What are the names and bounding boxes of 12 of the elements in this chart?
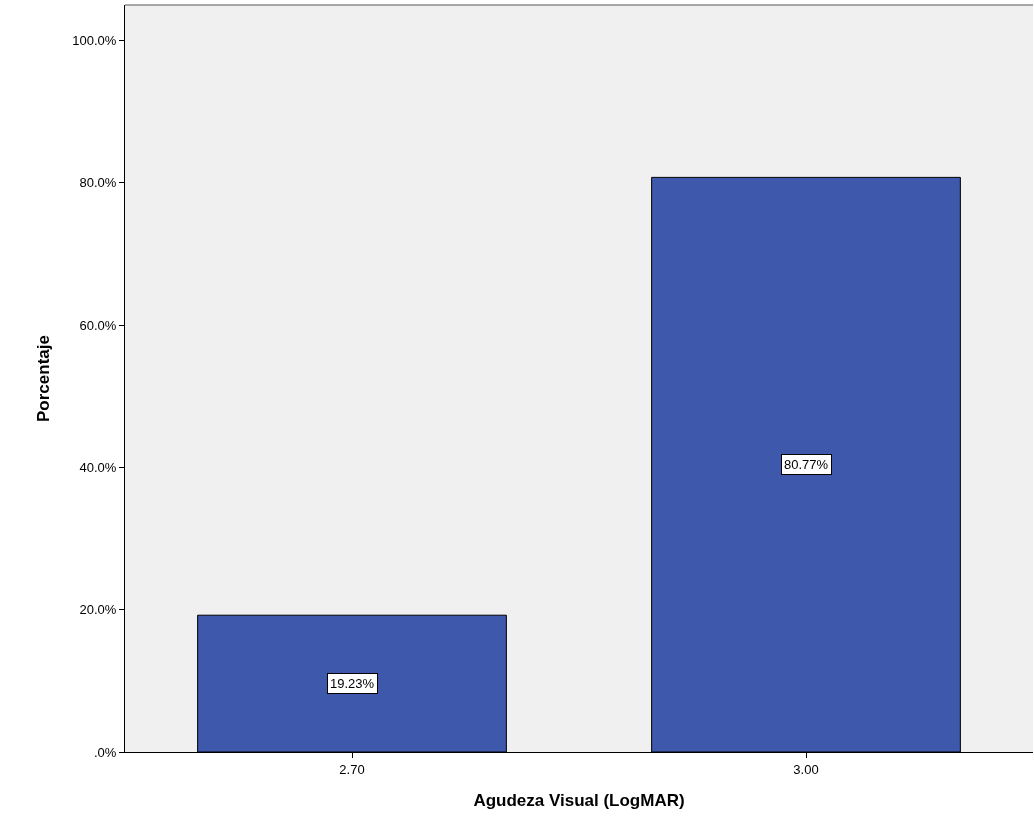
x-tick-label: 3.00 (793, 761, 819, 777)
y-tick-label: 80.0% (79, 175, 117, 191)
x-tick-label: 2.70 (339, 761, 365, 777)
y-axis-title: Porcentaje (33, 335, 53, 422)
y-tick-label: 20.0% (79, 602, 117, 618)
x-axis-title: Agudeza Visual (LogMAR) (473, 791, 685, 810)
data-label: 80.77% (784, 457, 829, 472)
data-label: 19.23% (330, 676, 375, 691)
y-tick-label: .0% (93, 744, 117, 760)
y-tick-label: 40.0% (79, 459, 117, 475)
y-tick-label: 100.0% (72, 33, 117, 49)
y-tick-label: 60.0% (79, 317, 117, 333)
